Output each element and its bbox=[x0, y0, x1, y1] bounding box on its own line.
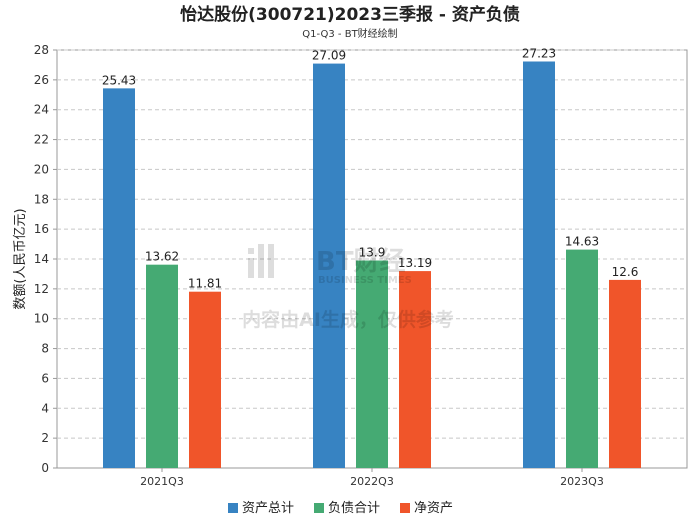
y-tick-label: 4 bbox=[41, 401, 49, 415]
bar bbox=[146, 264, 178, 468]
bar bbox=[609, 279, 641, 468]
watermark-logo-icon bbox=[248, 244, 274, 278]
watermark-brand: BT财经 bbox=[316, 246, 406, 277]
bar bbox=[399, 271, 431, 468]
y-axis-label: 数额(人民币亿元) bbox=[13, 208, 28, 309]
y-tick-label: 12 bbox=[34, 282, 49, 296]
bars: 25.43 13.62 11.81 27.09 13.9 13.19 27.23 14.63 1… bbox=[102, 46, 641, 469]
y-tick-label: 14 bbox=[34, 252, 49, 266]
y-tick-label: 18 bbox=[34, 192, 49, 206]
x-axis: 2021Q3 2022Q3 2023Q3 bbox=[140, 468, 604, 488]
x-tick-label: 2023Q3 bbox=[560, 475, 604, 488]
legend-item: 负债合计 bbox=[314, 501, 380, 516]
legend-label: 净资产 bbox=[414, 501, 453, 516]
data-label: 27.23 bbox=[522, 46, 556, 60]
y-tick-label: 20 bbox=[34, 162, 49, 176]
y-tick-label: 0 bbox=[41, 461, 49, 475]
data-label: 13.62 bbox=[145, 250, 179, 264]
y-tick-label: 28 bbox=[34, 43, 49, 57]
data-label: 11.81 bbox=[188, 277, 222, 291]
watermark-brand-en: BUSINESS TIMES bbox=[318, 275, 412, 286]
data-label: 27.09 bbox=[312, 49, 346, 63]
legend-swatch bbox=[400, 503, 410, 513]
legend-label: 负债合计 bbox=[328, 501, 380, 516]
data-label: 13.19 bbox=[398, 256, 432, 270]
chart-title: 怡达股份(300721)2023三季报 - 资产负债 bbox=[180, 4, 520, 25]
watermark: BT财经 BUSINESS TIMES 内容由AI生成，仅供参考 bbox=[242, 244, 454, 331]
y-tick-label: 16 bbox=[34, 222, 49, 236]
y-tick-label: 6 bbox=[41, 371, 49, 385]
legend: 资产总计 负债合计 净资产 bbox=[228, 501, 453, 516]
x-tick-label: 2022Q3 bbox=[350, 475, 394, 488]
bar bbox=[356, 260, 388, 468]
x-tick-label: 2021Q3 bbox=[140, 475, 184, 488]
data-label: 13.9 bbox=[359, 245, 386, 259]
watermark-disclaimer: 内容由AI生成，仅供参考 bbox=[242, 308, 454, 331]
y-tick-label: 2 bbox=[41, 431, 49, 445]
legend-swatch bbox=[314, 503, 324, 513]
legend-item: 净资产 bbox=[400, 501, 453, 516]
bar bbox=[566, 249, 598, 468]
data-label: 25.43 bbox=[102, 73, 136, 87]
bar bbox=[189, 291, 221, 468]
chart-subtitle: Q1-Q3 - BT财经绘制 bbox=[302, 27, 397, 40]
y-tick-label: 24 bbox=[34, 103, 49, 117]
data-label: 14.63 bbox=[565, 235, 599, 249]
legend-swatch bbox=[228, 503, 238, 513]
bar bbox=[523, 61, 555, 469]
bar bbox=[103, 88, 135, 469]
y-tick-label: 8 bbox=[41, 342, 49, 356]
y-tick-label: 26 bbox=[34, 73, 49, 87]
legend-label: 资产总计 bbox=[242, 501, 294, 516]
legend-item: 资产总计 bbox=[228, 501, 294, 516]
y-tick-label: 10 bbox=[34, 312, 49, 326]
data-label: 12.6 bbox=[612, 265, 639, 279]
bar bbox=[313, 63, 345, 469]
y-tick-label: 22 bbox=[34, 133, 49, 147]
